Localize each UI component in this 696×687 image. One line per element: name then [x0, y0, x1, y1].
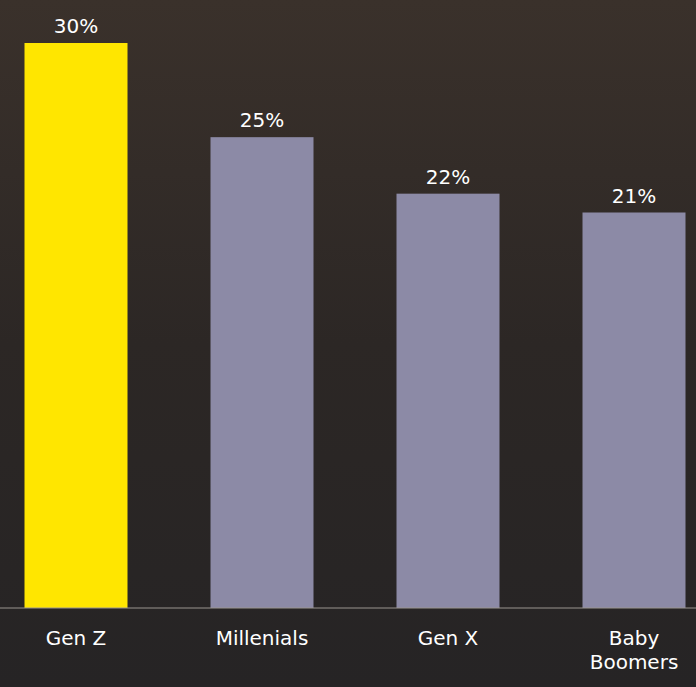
data-label: 22%: [426, 165, 470, 189]
bar: [211, 137, 314, 608]
category-label: Gen Z: [46, 626, 107, 650]
data-label: 30%: [54, 14, 98, 38]
chart: 30% 25% 22% 21% Gen Z Millenials Gen X BabyBoom…: [0, 0, 696, 687]
x-axis-line: [0, 608, 696, 609]
bars: [25, 43, 686, 608]
category-label: Gen X: [418, 626, 479, 650]
bar: [583, 213, 686, 609]
background: [0, 0, 696, 687]
data-label: 21%: [612, 184, 656, 208]
category-label: Millenials: [216, 626, 309, 650]
data-label: 25%: [240, 108, 284, 132]
bar: [397, 194, 500, 608]
bar: [25, 43, 128, 608]
category-label: BabyBoomers: [590, 626, 679, 674]
